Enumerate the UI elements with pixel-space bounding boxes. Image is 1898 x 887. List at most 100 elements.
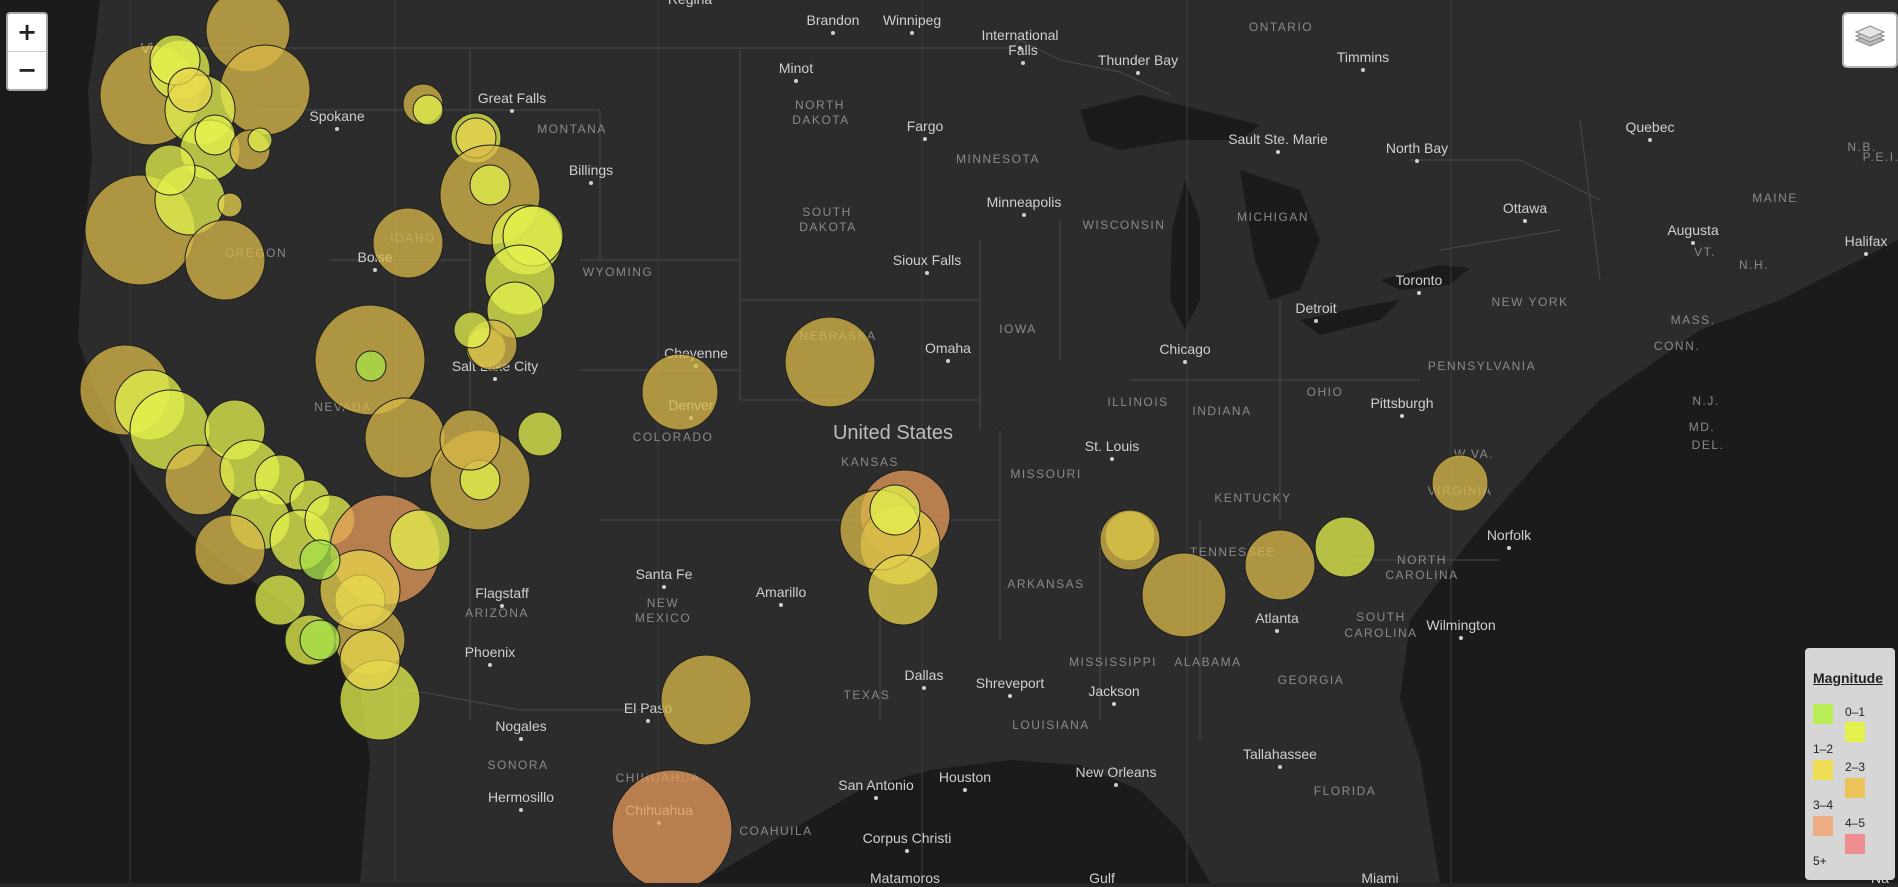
region-label: KENTUCKY	[1214, 491, 1291, 505]
city-label: Hermosillo	[488, 789, 554, 805]
city-label: Detroit	[1295, 300, 1336, 316]
legend-swatch-2-3	[1845, 778, 1865, 798]
city-dot	[335, 127, 339, 131]
city-dot	[874, 796, 878, 800]
city-dot	[910, 31, 914, 35]
pacific-ocean	[0, 0, 370, 883]
city-dot	[1021, 61, 1025, 65]
earthquake-marker[interactable]	[412, 94, 444, 126]
zoom-out-button[interactable]: −	[16, 56, 38, 84]
legend-swatch-4-5	[1845, 834, 1865, 854]
earthquake-marker[interactable]	[299, 619, 341, 661]
city-dot	[1400, 414, 1404, 418]
earthquake-marker[interactable]	[1244, 529, 1316, 601]
region-label: ILLINOIS	[1107, 395, 1168, 409]
layers-control-button[interactable]	[1842, 12, 1898, 68]
city-label: Great Falls	[478, 90, 546, 106]
earthquake-marker[interactable]	[1314, 516, 1376, 578]
region-label: COLORADO	[633, 430, 714, 444]
city-dot	[794, 79, 798, 83]
region-label: MEXICO	[635, 611, 691, 625]
city-dot	[1691, 241, 1695, 245]
earthquake-marker[interactable]	[869, 484, 921, 536]
earthquake-marker[interactable]	[867, 554, 939, 626]
city-label: Ottawa	[1503, 200, 1548, 216]
city-label: Sioux Falls	[893, 252, 961, 268]
region-label: DEL.	[1692, 438, 1725, 452]
legend-label-1-2: 1–2	[1813, 742, 1834, 756]
region-label: TEXAS	[844, 688, 891, 702]
earthquake-marker[interactable]	[1431, 454, 1489, 512]
earthquake-marker[interactable]	[641, 353, 719, 431]
earthquake-marker[interactable]	[1099, 509, 1161, 571]
city-dot	[922, 686, 926, 690]
city-label: San Antonio	[838, 777, 914, 793]
region-label: MISSOURI	[1010, 467, 1081, 481]
city-label: Nogales	[495, 718, 546, 734]
region-label: CAROLINA	[1385, 568, 1458, 582]
city-dot	[1459, 636, 1463, 640]
city-dot	[519, 808, 523, 812]
layers-icon	[1854, 25, 1886, 47]
city-dot	[373, 268, 377, 272]
region-label: VT.	[1694, 245, 1716, 259]
earthquake-marker[interactable]	[611, 769, 733, 887]
earthquake-marker[interactable]	[784, 316, 876, 408]
city-dot	[1008, 694, 1012, 698]
region-label: ARIZONA	[465, 606, 529, 620]
earthquake-marker[interactable]	[247, 127, 273, 153]
earthquake-marker[interactable]	[254, 574, 306, 626]
region-label: DAKOTA	[792, 113, 849, 127]
earthquake-marker[interactable]	[1141, 552, 1227, 638]
city-dot	[925, 271, 929, 275]
zoom-in-button[interactable]: +	[8, 14, 46, 52]
city-dot	[1112, 702, 1116, 706]
city-label: Shreveport	[976, 675, 1045, 691]
earthquake-marker[interactable]	[217, 192, 243, 218]
city-dot	[662, 585, 666, 589]
city-dot	[831, 31, 835, 35]
city-label: Chicago	[1159, 341, 1211, 357]
earthquake-marker[interactable]	[372, 207, 444, 279]
city-dot	[1864, 252, 1868, 256]
region-label: NEW	[647, 596, 680, 610]
earthquake-marker[interactable]	[453, 311, 491, 349]
earthquake-marker[interactable]	[184, 219, 266, 301]
earthquake-marker[interactable]	[469, 164, 511, 206]
earthquake-markers[interactable]	[79, 0, 1489, 887]
earthquake-marker[interactable]	[517, 411, 563, 457]
city-label: Billings	[569, 162, 613, 178]
earthquake-marker[interactable]	[167, 67, 213, 113]
region-label: IOWA	[999, 322, 1037, 336]
city-label: El Paso	[624, 700, 672, 716]
legend-swatch-0-1-a	[1813, 704, 1833, 724]
earthquake-marker[interactable]	[194, 514, 266, 586]
city-dot	[1314, 319, 1318, 323]
earthquake-marker[interactable]	[355, 350, 387, 382]
region-label: MD.	[1689, 420, 1716, 434]
legend-label-0-1: 0–1	[1845, 705, 1866, 719]
city-dot	[905, 849, 909, 853]
city-label: Halifax	[1845, 233, 1888, 249]
city-label: Flagstaff	[475, 585, 529, 601]
earthquake-marker[interactable]	[660, 654, 752, 746]
region-label: MASS.	[1671, 313, 1716, 327]
legend-label-5-plus: 5+	[1813, 854, 1827, 868]
earthquake-marker[interactable]	[319, 549, 401, 631]
region-label: WYOMING	[583, 265, 654, 279]
partial-label: Gulf	[1089, 870, 1115, 883]
earthquake-marker[interactable]	[299, 539, 341, 581]
city-dot	[1507, 546, 1511, 550]
earthquake-marker[interactable]	[194, 114, 236, 156]
earthquake-marker[interactable]	[389, 509, 451, 571]
earthquake-marker[interactable]	[339, 629, 401, 691]
region-label: ARKANSAS	[1007, 577, 1084, 591]
region-label: ONTARIO	[1249, 20, 1313, 34]
earthquake-marker[interactable]	[144, 144, 196, 196]
earthquake-marker[interactable]	[439, 409, 501, 471]
city-dot	[1523, 219, 1527, 223]
city-dot	[1361, 68, 1365, 72]
region-label: GEORGIA	[1278, 673, 1345, 687]
